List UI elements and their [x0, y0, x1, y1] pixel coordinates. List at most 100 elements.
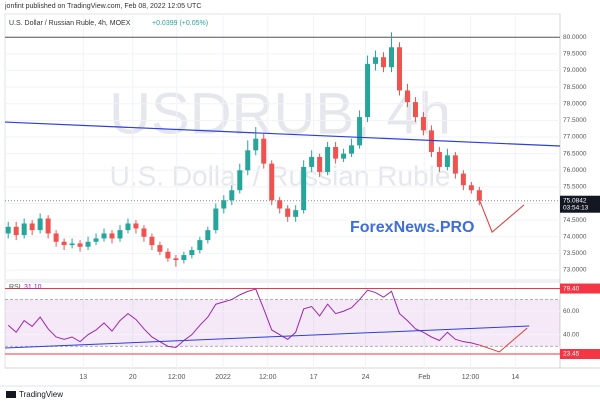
y-tick-label: 77.0000 [563, 134, 587, 141]
candle-body [21, 223, 27, 236]
candle-body [189, 250, 195, 256]
level-tag [560, 283, 600, 294]
last-price-tag [560, 195, 600, 213]
candle-body [404, 90, 410, 103]
candle-body [181, 255, 187, 261]
candle-body [85, 241, 91, 247]
candle-body [444, 155, 450, 167]
x-tick-label: Feb [418, 374, 430, 381]
candle-body [101, 233, 107, 239]
candle-body [53, 233, 59, 242]
y-tick-label: 76.5000 [563, 150, 587, 157]
y-tick-label: 73.0000 [563, 267, 587, 274]
x-tick-label: 20 [129, 374, 137, 381]
watermark-description: U.S. Dollar / Russian Ruble [110, 160, 451, 191]
candle-body [29, 223, 35, 231]
y-tick-label: 79.0000 [563, 67, 587, 74]
header: jonfint published on TradingView.com, Fe… [4, 3, 201, 10]
logo [6, 391, 16, 398]
x-tick-label: 12:00 [462, 374, 480, 381]
candle-body [45, 218, 51, 234]
candle-body [197, 240, 203, 251]
y-tick-label: 78.5000 [563, 84, 587, 91]
candle-body [460, 173, 466, 186]
candle-body [373, 57, 379, 64]
candle-body [301, 166, 307, 211]
y-tick-label: 74.5000 [563, 217, 587, 224]
trendline [4, 325, 530, 349]
candle-body [365, 63, 371, 118]
candle-body [317, 156, 323, 172]
candle-body [237, 170, 243, 191]
candle-body [277, 200, 283, 209]
candle-body [468, 185, 474, 191]
x-tick-label: 2022 [215, 374, 231, 381]
candle-body [165, 251, 171, 259]
candle-body [349, 145, 355, 154]
candle-body [229, 190, 235, 201]
y-tick-label: 60.00 [563, 308, 580, 315]
level-label: 79.40 [563, 285, 580, 292]
level-tag [560, 349, 600, 360]
candle-body [205, 230, 211, 241]
annotation: ForexNews.PRO [350, 219, 474, 236]
candle-body [117, 230, 123, 239]
candle-body [37, 218, 43, 231]
candle-body [245, 150, 251, 171]
candle-body [428, 130, 434, 152]
last-price-label: 75.0842 [563, 197, 587, 204]
y-tick-label: 75.5000 [563, 184, 587, 191]
y-tick-label: 79.5000 [563, 51, 587, 58]
candle-body [5, 226, 11, 234]
candle-body [173, 258, 179, 261]
x-tick-label: 14 [511, 374, 519, 381]
rsi-name: RSI [9, 284, 21, 291]
candle-body [253, 138, 259, 151]
candle-body [261, 138, 267, 164]
candle-body [341, 153, 347, 159]
x-tick-label: 17 [310, 374, 318, 381]
candle-body [333, 147, 339, 159]
x-tick-label: 24 [362, 374, 370, 381]
candle-body [93, 238, 99, 242]
candle-body [381, 57, 387, 68]
candle-body [325, 147, 331, 172]
rsi-line [7, 288, 480, 349]
chart-title: U.S. Dollar / Russian Ruble, 4h, MOEX [9, 20, 131, 27]
candle-body [109, 233, 115, 239]
candle-body [293, 210, 299, 217]
change-label: +0.0399 (+0.05%) [152, 20, 208, 27]
candle-body [13, 226, 19, 236]
y-tick-label: 77.5000 [563, 117, 587, 124]
candle-body [77, 243, 83, 247]
level-label: 23.45 [563, 351, 580, 358]
candle-body [436, 151, 442, 167]
candle-body [269, 163, 275, 201]
candle-body [420, 117, 426, 131]
y-tick-label: 73.5000 [563, 250, 587, 257]
candle-body [285, 208, 291, 217]
candle-body [221, 200, 227, 209]
candle-body [452, 155, 458, 174]
plot-area: 13 20 12:00 2022 12:00 17 24 Feb 12:00 14 73.0000 7… [4, 13, 600, 381]
trendline [4, 121, 561, 147]
arrow [479, 327, 528, 353]
rsi-band [5, 299, 560, 347]
candle-body [396, 47, 402, 91]
candle-body [125, 223, 131, 231]
candle-body [476, 190, 482, 201]
y-tick-label: 78.0000 [563, 100, 587, 107]
countdown-label: 03:54:13 [563, 204, 589, 211]
watermark-symbol: USDRUB, 4h [109, 81, 451, 146]
candle-body [133, 223, 139, 229]
candle-body [357, 117, 363, 146]
candle-body [213, 208, 219, 231]
candle-body [141, 228, 147, 237]
rsi-last: 31.10 [24, 284, 42, 291]
x-tick-label: 13 [79, 374, 87, 381]
candle-body [309, 156, 315, 167]
arrow [478, 199, 525, 233]
candle-body [69, 243, 75, 246]
